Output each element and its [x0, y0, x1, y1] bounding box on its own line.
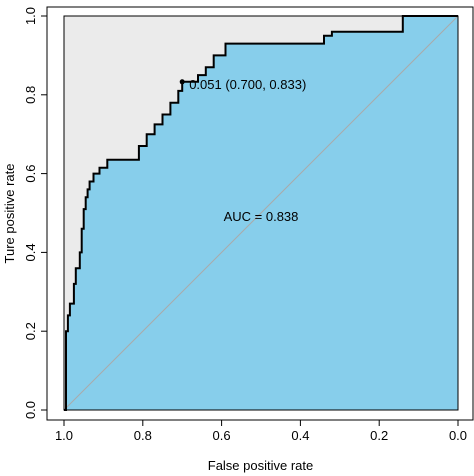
y-tick-label: 0.6 [23, 165, 38, 183]
x-tick-label: 0.4 [291, 428, 309, 443]
roc-curve-line [64, 15, 458, 411]
y-tick-label: 0.2 [23, 322, 38, 340]
y-tick-label: 0.8 [23, 86, 38, 104]
y-tick-label: 0.4 [23, 243, 38, 261]
x-axis-title: False positive rate [208, 458, 314, 473]
plot-frame [46, 6, 474, 421]
x-tick-label: 0.0 [449, 428, 467, 443]
axes: 1.0 0.8 0.6 0.4 0.2 0.0 0.0 0.2 0.4 0.6 0.8 1.0 [23, 6, 474, 443]
y-axis-title: Ture positive rate [2, 164, 17, 264]
auc-label: AUC = 0.838 [224, 209, 299, 224]
x-tick-label: 0.2 [370, 428, 388, 443]
x-tick-label: 1.0 [55, 428, 73, 443]
x-tick-label: 0.6 [213, 428, 231, 443]
threshold-label: 0.051 (0.700, 0.833) [189, 77, 306, 92]
y-tick-label: 1.0 [23, 7, 38, 25]
threshold-point [179, 79, 185, 85]
plot-area [63, 15, 459, 411]
x-tick-label: 0.8 [134, 428, 152, 443]
diagonal-line [63, 15, 459, 411]
unit-square [63, 15, 459, 411]
y-tick-label: 0.0 [23, 401, 38, 419]
